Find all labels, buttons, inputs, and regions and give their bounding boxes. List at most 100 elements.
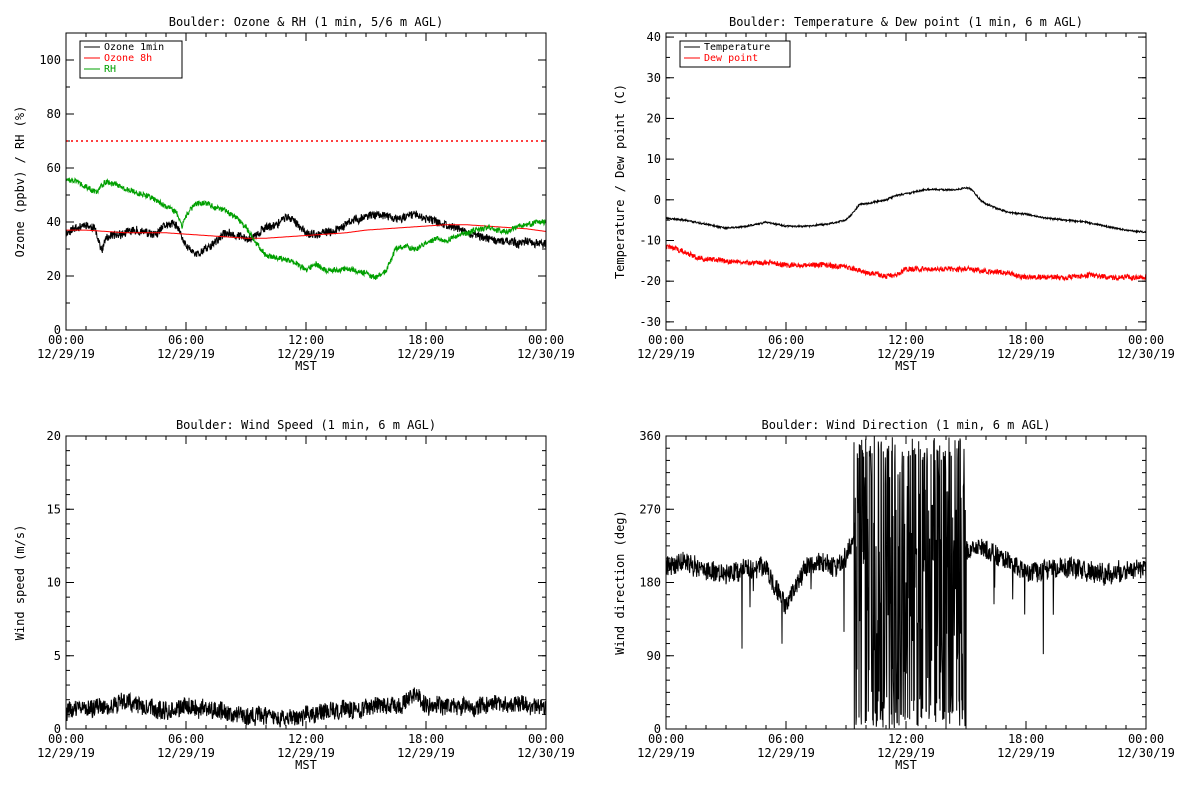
x-tick-date-label: 12/29/19 <box>997 746 1055 760</box>
y-tick-label: 15 <box>47 502 61 516</box>
series-line-data <box>66 687 546 728</box>
x-tick-date-label: 12/29/19 <box>637 746 695 760</box>
x-tick-label: 12:00 <box>288 732 324 746</box>
y-axis-label: Temperature / Dew point (C) <box>613 84 627 279</box>
plot-frame <box>65 32 547 331</box>
x-tick-date-label: 12/30/19 <box>517 347 575 361</box>
x-axis-label: MST <box>295 359 317 373</box>
legend-label: Temperature <box>704 42 770 53</box>
y-tick-label: 0 <box>654 193 661 207</box>
x-tick-date-label: 12/29/19 <box>877 347 935 361</box>
y-tick-label: 5 <box>54 649 61 663</box>
legend-label: Ozone 1min <box>104 42 164 53</box>
x-tick-label: 06:00 <box>168 732 204 746</box>
chart-title: Boulder: Wind Direction (1 min, 6 m AGL) <box>762 418 1051 432</box>
legend-box <box>679 40 791 68</box>
chart-title: Boulder: Wind Speed (1 min, 6 m AGL) <box>176 418 436 432</box>
x-tick-label: 00:00 <box>528 333 564 347</box>
y-tick-label: 10 <box>47 576 61 590</box>
x-tick-label: 06:00 <box>768 333 804 347</box>
y-tick-label: 40 <box>647 30 661 44</box>
y-tick-label: 20 <box>647 111 661 125</box>
plot-area <box>666 436 1146 729</box>
y-tick-label: 360 <box>639 429 661 443</box>
x-tick-label: 00:00 <box>1128 732 1164 746</box>
x-tick-date-label: 12/29/19 <box>157 347 215 361</box>
chart-title: Boulder: Temperature & Dew point (1 min,… <box>729 15 1083 29</box>
y-tick-label: 0 <box>54 323 61 337</box>
x-tick-label: 18:00 <box>1008 333 1044 347</box>
x-tick-date-label: 12/29/19 <box>157 746 215 760</box>
y-tick-label: 180 <box>639 576 661 590</box>
x-tick-label: 06:00 <box>168 333 204 347</box>
y-tick-label: 40 <box>47 215 61 229</box>
y-tick-label: 0 <box>654 722 661 736</box>
series-line-temperature <box>666 186 1146 234</box>
plot-area <box>666 186 1146 282</box>
y-tick-label: 20 <box>47 429 61 443</box>
x-tick-label: 12:00 <box>888 333 924 347</box>
x-tick-date-label: 12/29/19 <box>397 746 455 760</box>
plot-area <box>66 140 546 280</box>
y-tick-label: -30 <box>639 315 661 329</box>
chart-panel-2: Boulder: Temperature & Dew point (1 min,… <box>613 15 1175 373</box>
x-tick-label: 18:00 <box>408 333 444 347</box>
y-tick-label: -10 <box>639 233 661 247</box>
series-line-ozone-1min <box>66 210 546 258</box>
plot-frame <box>65 435 547 730</box>
x-tick-label: 12:00 <box>288 333 324 347</box>
x-tick-label: 00:00 <box>648 732 684 746</box>
y-tick-label: 60 <box>47 161 61 175</box>
plot-frame <box>665 435 1147 730</box>
x-tick-label: 00:00 <box>48 732 84 746</box>
chart-panel-4: Boulder: Wind Direction (1 min, 6 m AGL)… <box>613 418 1175 772</box>
x-tick-date-label: 12/30/19 <box>1117 347 1175 361</box>
x-tick-date-label: 12/29/19 <box>997 347 1055 361</box>
y-axis-label: Wind direction (deg) <box>613 510 627 655</box>
x-tick-label: 00:00 <box>648 333 684 347</box>
x-tick-date-label: 12/30/19 <box>1117 746 1175 760</box>
y-tick-label: 270 <box>639 502 661 516</box>
x-tick-label: 12:00 <box>888 732 924 746</box>
y-axis-label: Ozone (ppbv) / RH (%) <box>13 106 27 258</box>
chart-title: Boulder: Ozone & RH (1 min, 5/6 m AGL) <box>169 15 444 29</box>
x-axis-label: MST <box>295 758 317 772</box>
y-tick-label: 10 <box>647 152 661 166</box>
y-axis-label: Wind speed (m/s) <box>13 525 27 641</box>
y-tick-label: 0 <box>54 722 61 736</box>
x-tick-date-label: 12/29/19 <box>277 347 335 361</box>
x-tick-date-label: 12/29/19 <box>637 347 695 361</box>
x-tick-label: 18:00 <box>408 732 444 746</box>
x-tick-label: 00:00 <box>528 732 564 746</box>
x-tick-date-label: 12/29/19 <box>397 347 455 361</box>
chart-panel-1: Boulder: Ozone & RH (1 min, 5/6 m AGL) Oz… <box>13 15 575 373</box>
x-tick-label: 00:00 <box>48 333 84 347</box>
plot-frame <box>665 32 1147 331</box>
series-line-data <box>666 436 1146 729</box>
x-tick-date-label: 12/29/19 <box>37 347 95 361</box>
chart-panel-3: Boulder: Wind Speed (1 min, 6 m AGL) Wind… <box>13 418 575 772</box>
x-tick-date-label: 12/29/19 <box>277 746 335 760</box>
x-axis-label: MST <box>895 359 917 373</box>
series-line-ozone-8h <box>66 224 546 239</box>
x-tick-label: 00:00 <box>1128 333 1164 347</box>
legend-label: Ozone 8h <box>104 53 152 64</box>
plot-area <box>66 687 546 728</box>
y-tick-label: 80 <box>47 107 61 121</box>
x-tick-label: 18:00 <box>1008 732 1044 746</box>
x-tick-date-label: 12/29/19 <box>757 347 815 361</box>
y-tick-label: 20 <box>47 269 61 283</box>
y-tick-label: 100 <box>39 53 61 67</box>
x-tick-date-label: 12/29/19 <box>37 746 95 760</box>
x-tick-date-label: 12/29/19 <box>757 746 815 760</box>
series-line-dew-point <box>666 243 1146 282</box>
x-axis-label: MST <box>895 758 917 772</box>
y-tick-label: 90 <box>647 649 661 663</box>
x-tick-label: 06:00 <box>768 732 804 746</box>
x-tick-date-label: 12/29/19 <box>877 746 935 760</box>
y-tick-label: 30 <box>647 71 661 85</box>
legend-label: Dew point <box>704 53 758 64</box>
x-tick-date-label: 12/30/19 <box>517 746 575 760</box>
legend-label: RH <box>104 64 116 75</box>
series-line-rh <box>66 177 546 280</box>
